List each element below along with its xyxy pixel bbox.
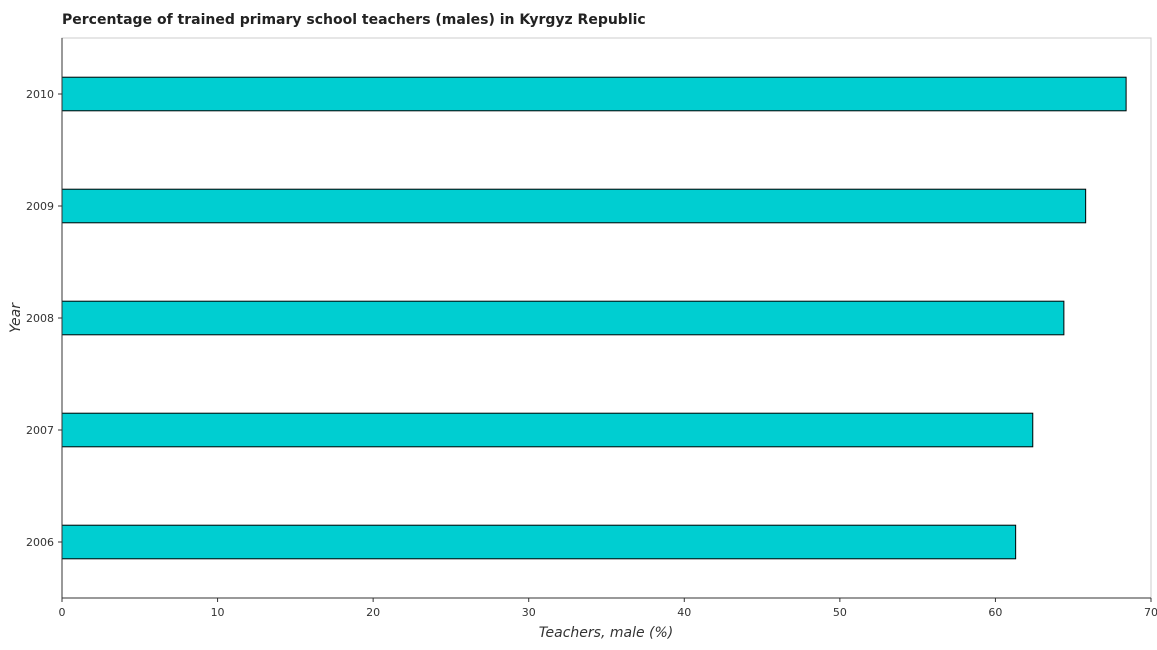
bar-2010 <box>61 76 1127 112</box>
x-tick-label: 0 <box>59 606 66 619</box>
x-tick-label: 30 <box>522 606 536 619</box>
y-axis: 2006 2007 2008 2009 2010 <box>26 38 63 598</box>
x-tick-label: 20 <box>366 606 380 619</box>
y-tick-label: 2007 <box>26 424 54 437</box>
x-axis-label: Teachers, male (%) <box>539 625 674 641</box>
chart-title: Percentage of trained primary school tea… <box>62 12 646 28</box>
y-tick-label: 2009 <box>26 200 54 213</box>
x-tick-label: 70 <box>1144 606 1157 619</box>
bar-2007 <box>61 412 1034 448</box>
bar-2008 <box>61 300 1065 336</box>
y-axis-label: Year <box>8 302 24 333</box>
x-tick-label: 60 <box>988 606 1002 619</box>
x-tick-label: 10 <box>211 606 225 619</box>
bars-group <box>61 76 1127 560</box>
x-axis: 0 10 20 30 40 50 60 70 <box>59 597 1157 619</box>
y-tick-label: 2008 <box>26 312 54 325</box>
x-tick-label: 40 <box>677 606 691 619</box>
bar-2009 <box>61 188 1087 224</box>
x-tick-label: 50 <box>833 606 847 619</box>
y-tick-label: 2006 <box>26 536 54 549</box>
bar-2006 <box>61 524 1017 560</box>
y-tick-label: 2010 <box>26 88 54 101</box>
